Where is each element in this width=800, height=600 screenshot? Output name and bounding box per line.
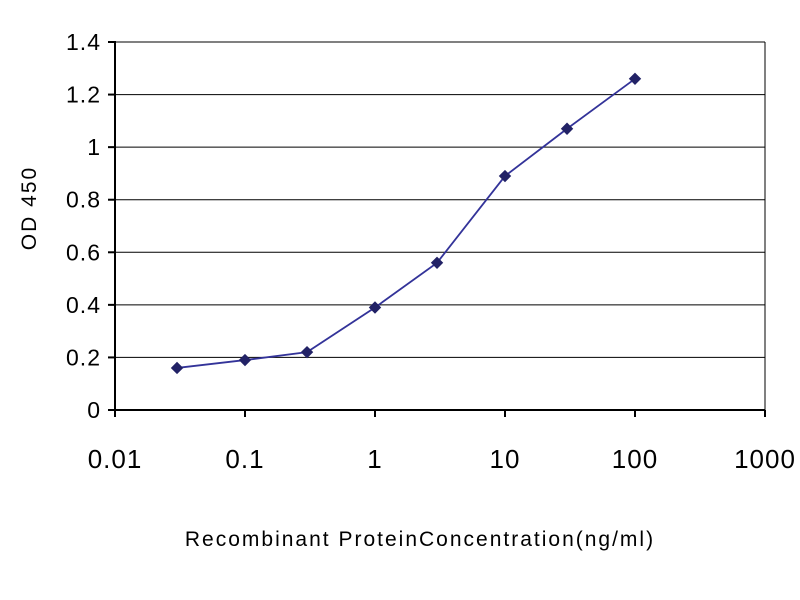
data-point xyxy=(628,72,642,86)
x-tick-label: 100 xyxy=(612,444,658,474)
y-axis-label: OD 450 xyxy=(18,166,41,250)
x-tick-label: 1000 xyxy=(734,444,796,474)
data-point xyxy=(238,353,252,367)
y-tick-label: 1.2 xyxy=(66,82,101,108)
data-series xyxy=(170,72,642,375)
x-axis-label: Recombinant ProteinConcentration(ng/ml) xyxy=(185,528,655,551)
data-point xyxy=(300,345,314,359)
data-point xyxy=(170,361,184,375)
y-tick-label: 0 xyxy=(87,397,101,423)
data-point xyxy=(368,301,382,314)
tick-marks xyxy=(108,41,766,417)
x-tick-label: 0.1 xyxy=(225,444,264,474)
y-tick-label: 1.4 xyxy=(66,29,101,55)
x-tick-label: 0.01 xyxy=(88,444,143,474)
series-line xyxy=(176,78,636,369)
x-tick-label: 10 xyxy=(490,444,521,474)
data-point xyxy=(560,122,574,135)
tick-labels: 0 0.2 0.4 0.6 0.8 1 1.2 1.4 0.01 0.1 1 10 100 1000 xyxy=(66,29,796,474)
y-tick-label: 0.8 xyxy=(66,187,101,213)
y-tick-label: 1 xyxy=(87,134,101,160)
y-tick-label: 0.6 xyxy=(66,239,101,265)
y-tick-label: 0.2 xyxy=(66,344,101,370)
x-tick-label: 1 xyxy=(367,444,382,474)
data-point xyxy=(430,256,444,270)
axes xyxy=(114,41,766,411)
y-tick-label: 0.4 xyxy=(66,292,101,318)
data-point xyxy=(498,169,512,183)
gridlines xyxy=(115,41,765,358)
